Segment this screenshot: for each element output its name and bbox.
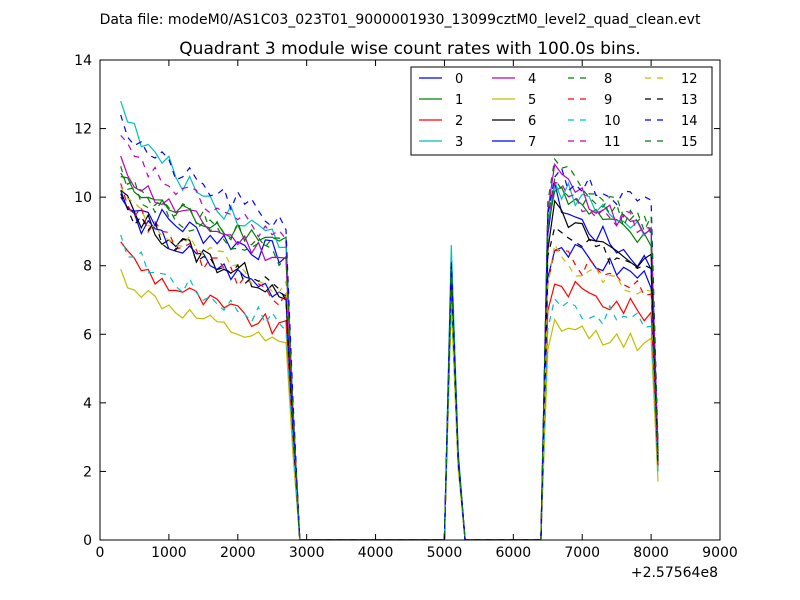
legend-label-11: 11 bbox=[604, 135, 621, 150]
legend-label-8: 8 bbox=[604, 72, 612, 87]
plot-lines bbox=[120, 100, 659, 540]
x-axis: 0 1000 2000 3000 4000 5000 6000 7000 8000 9000 bbox=[96, 60, 738, 561]
series-line-9 bbox=[120, 183, 659, 540]
series-line-12 bbox=[120, 186, 659, 540]
legend-label-6: 6 bbox=[528, 114, 536, 129]
legend-frame bbox=[410, 66, 713, 156]
y-tick-label: 2 bbox=[83, 464, 92, 480]
y-tick-label: 14 bbox=[74, 53, 92, 69]
x-tick-label: 9000 bbox=[702, 545, 738, 561]
x-tick-label: 0 bbox=[96, 545, 105, 561]
y-tick-label: 10 bbox=[74, 190, 92, 206]
x-offset-label: +2.57564e8 bbox=[631, 565, 718, 581]
legend-label-12: 12 bbox=[681, 72, 698, 87]
series-line-2 bbox=[120, 241, 659, 540]
x-tick-label: 3000 bbox=[289, 545, 325, 561]
y-tick-label: 6 bbox=[83, 327, 92, 343]
series-line-13 bbox=[120, 193, 659, 540]
series-line-15 bbox=[120, 157, 659, 540]
y-tick-label: 0 bbox=[83, 533, 92, 549]
legend-label-7: 7 bbox=[528, 135, 536, 150]
x-tick-label: 2000 bbox=[220, 545, 256, 561]
legend-label-1: 1 bbox=[455, 93, 463, 108]
legend-label-13: 13 bbox=[681, 93, 698, 108]
x-tick-label: 5000 bbox=[427, 545, 463, 561]
suptitle: Data file: modeM0/AS1C03_023T01_90000019… bbox=[100, 12, 701, 28]
legend-label-4: 4 bbox=[528, 72, 536, 87]
x-tick-label: 7000 bbox=[564, 545, 600, 561]
y-tick-label: 8 bbox=[83, 259, 92, 275]
chart-title: Quadrant 3 module wise count rates with … bbox=[179, 39, 640, 59]
y-tick-label: 12 bbox=[74, 122, 92, 138]
y-tick-label: 4 bbox=[83, 396, 92, 412]
legend-label-5: 5 bbox=[528, 93, 536, 108]
legend-label-15: 15 bbox=[681, 135, 698, 150]
series-line-5 bbox=[120, 268, 659, 540]
x-tick-label: 8000 bbox=[633, 545, 669, 561]
legend-label-2: 2 bbox=[455, 114, 463, 129]
plot-frame bbox=[99, 59, 721, 541]
legend-label-14: 14 bbox=[681, 114, 698, 129]
x-tick-label: 1000 bbox=[151, 545, 187, 561]
x-tick-label: 6000 bbox=[496, 545, 532, 561]
legend-label-9: 9 bbox=[604, 93, 612, 108]
series-line-11 bbox=[120, 135, 659, 540]
legend-label-0: 0 bbox=[455, 72, 463, 87]
legend-label-3: 3 bbox=[455, 135, 463, 150]
x-tick-label: 4000 bbox=[358, 545, 394, 561]
legend-label-10: 10 bbox=[604, 114, 621, 129]
series-line-14 bbox=[120, 114, 659, 540]
